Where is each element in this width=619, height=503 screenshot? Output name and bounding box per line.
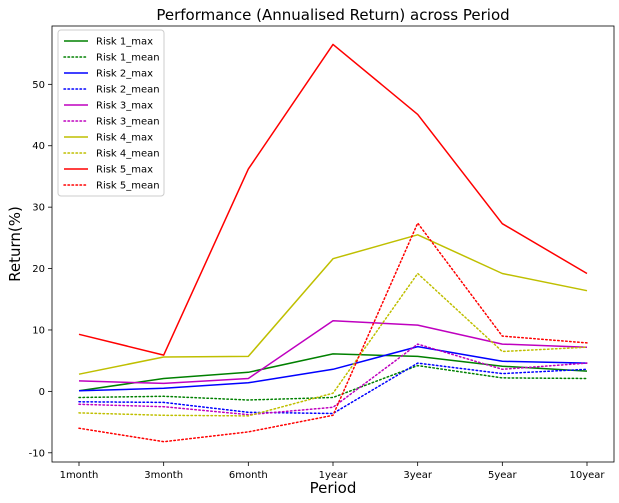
- legend-label: Risk 3_max: [96, 101, 153, 112]
- series-line-risk-1-max: [78, 353, 588, 392]
- y-axis: -10 0 10 20 30 40 50: [29, 80, 52, 459]
- y-tick-label: 0: [39, 387, 45, 398]
- legend: Risk 1_max Risk 1_mean Risk 2_max Risk 2_me…: [57, 29, 165, 197]
- x-tick-label: 6month: [229, 470, 268, 481]
- legend-label: Risk 5_mean: [96, 181, 160, 192]
- y-tick-label: -10: [29, 448, 45, 459]
- x-tick-label: 3month: [144, 470, 183, 481]
- x-axis-label: Period: [310, 479, 357, 497]
- legend-label: Risk 2_mean: [96, 85, 160, 96]
- x-tick-label: 10year: [569, 470, 605, 481]
- legend-label: Risk 2_max: [96, 69, 153, 80]
- y-tick-label: 20: [32, 264, 45, 275]
- y-tick-label: 50: [32, 80, 45, 91]
- legend-label: Risk 4_mean: [96, 149, 160, 160]
- series-line-risk-2-mean: [78, 362, 588, 415]
- legend-label: Risk 3_mean: [96, 117, 160, 128]
- x-tick-label: 1month: [60, 470, 99, 481]
- legend-label: Risk 1_max: [96, 37, 153, 48]
- x-tick-label: 3year: [403, 470, 433, 481]
- series-line-risk-1-mean: [78, 364, 588, 401]
- series-line-risk-3-max: [78, 320, 588, 385]
- series-line-risk-4-mean: [78, 272, 588, 417]
- series-line-risk-3-mean: [78, 343, 588, 416]
- chart-title: Performance (Annualised Return) across P…: [156, 6, 509, 24]
- series-line-risk-5-mean: [78, 222, 588, 443]
- series-line-risk-5-max: [78, 43, 588, 356]
- series-line-risk-4-max: [78, 234, 588, 375]
- series-line-risk-2-max: [78, 345, 588, 392]
- legend-box: [57, 29, 165, 197]
- x-tick-label: 5year: [488, 470, 518, 481]
- series-layer: [78, 43, 588, 443]
- x-axis: 1month 3month 6month 1year 3year 5year 10year: [60, 462, 605, 481]
- legend-label: Risk 1_mean: [96, 53, 160, 64]
- y-axis-label: Return(%): [6, 206, 24, 282]
- y-tick-label: 10: [32, 325, 45, 336]
- y-tick-label: 40: [32, 141, 45, 152]
- x-tick-label: 1year: [319, 470, 349, 481]
- y-tick-label: 30: [32, 203, 45, 214]
- legend-label: Risk 4_max: [96, 133, 153, 144]
- legend-label: Risk 5_max: [96, 165, 153, 176]
